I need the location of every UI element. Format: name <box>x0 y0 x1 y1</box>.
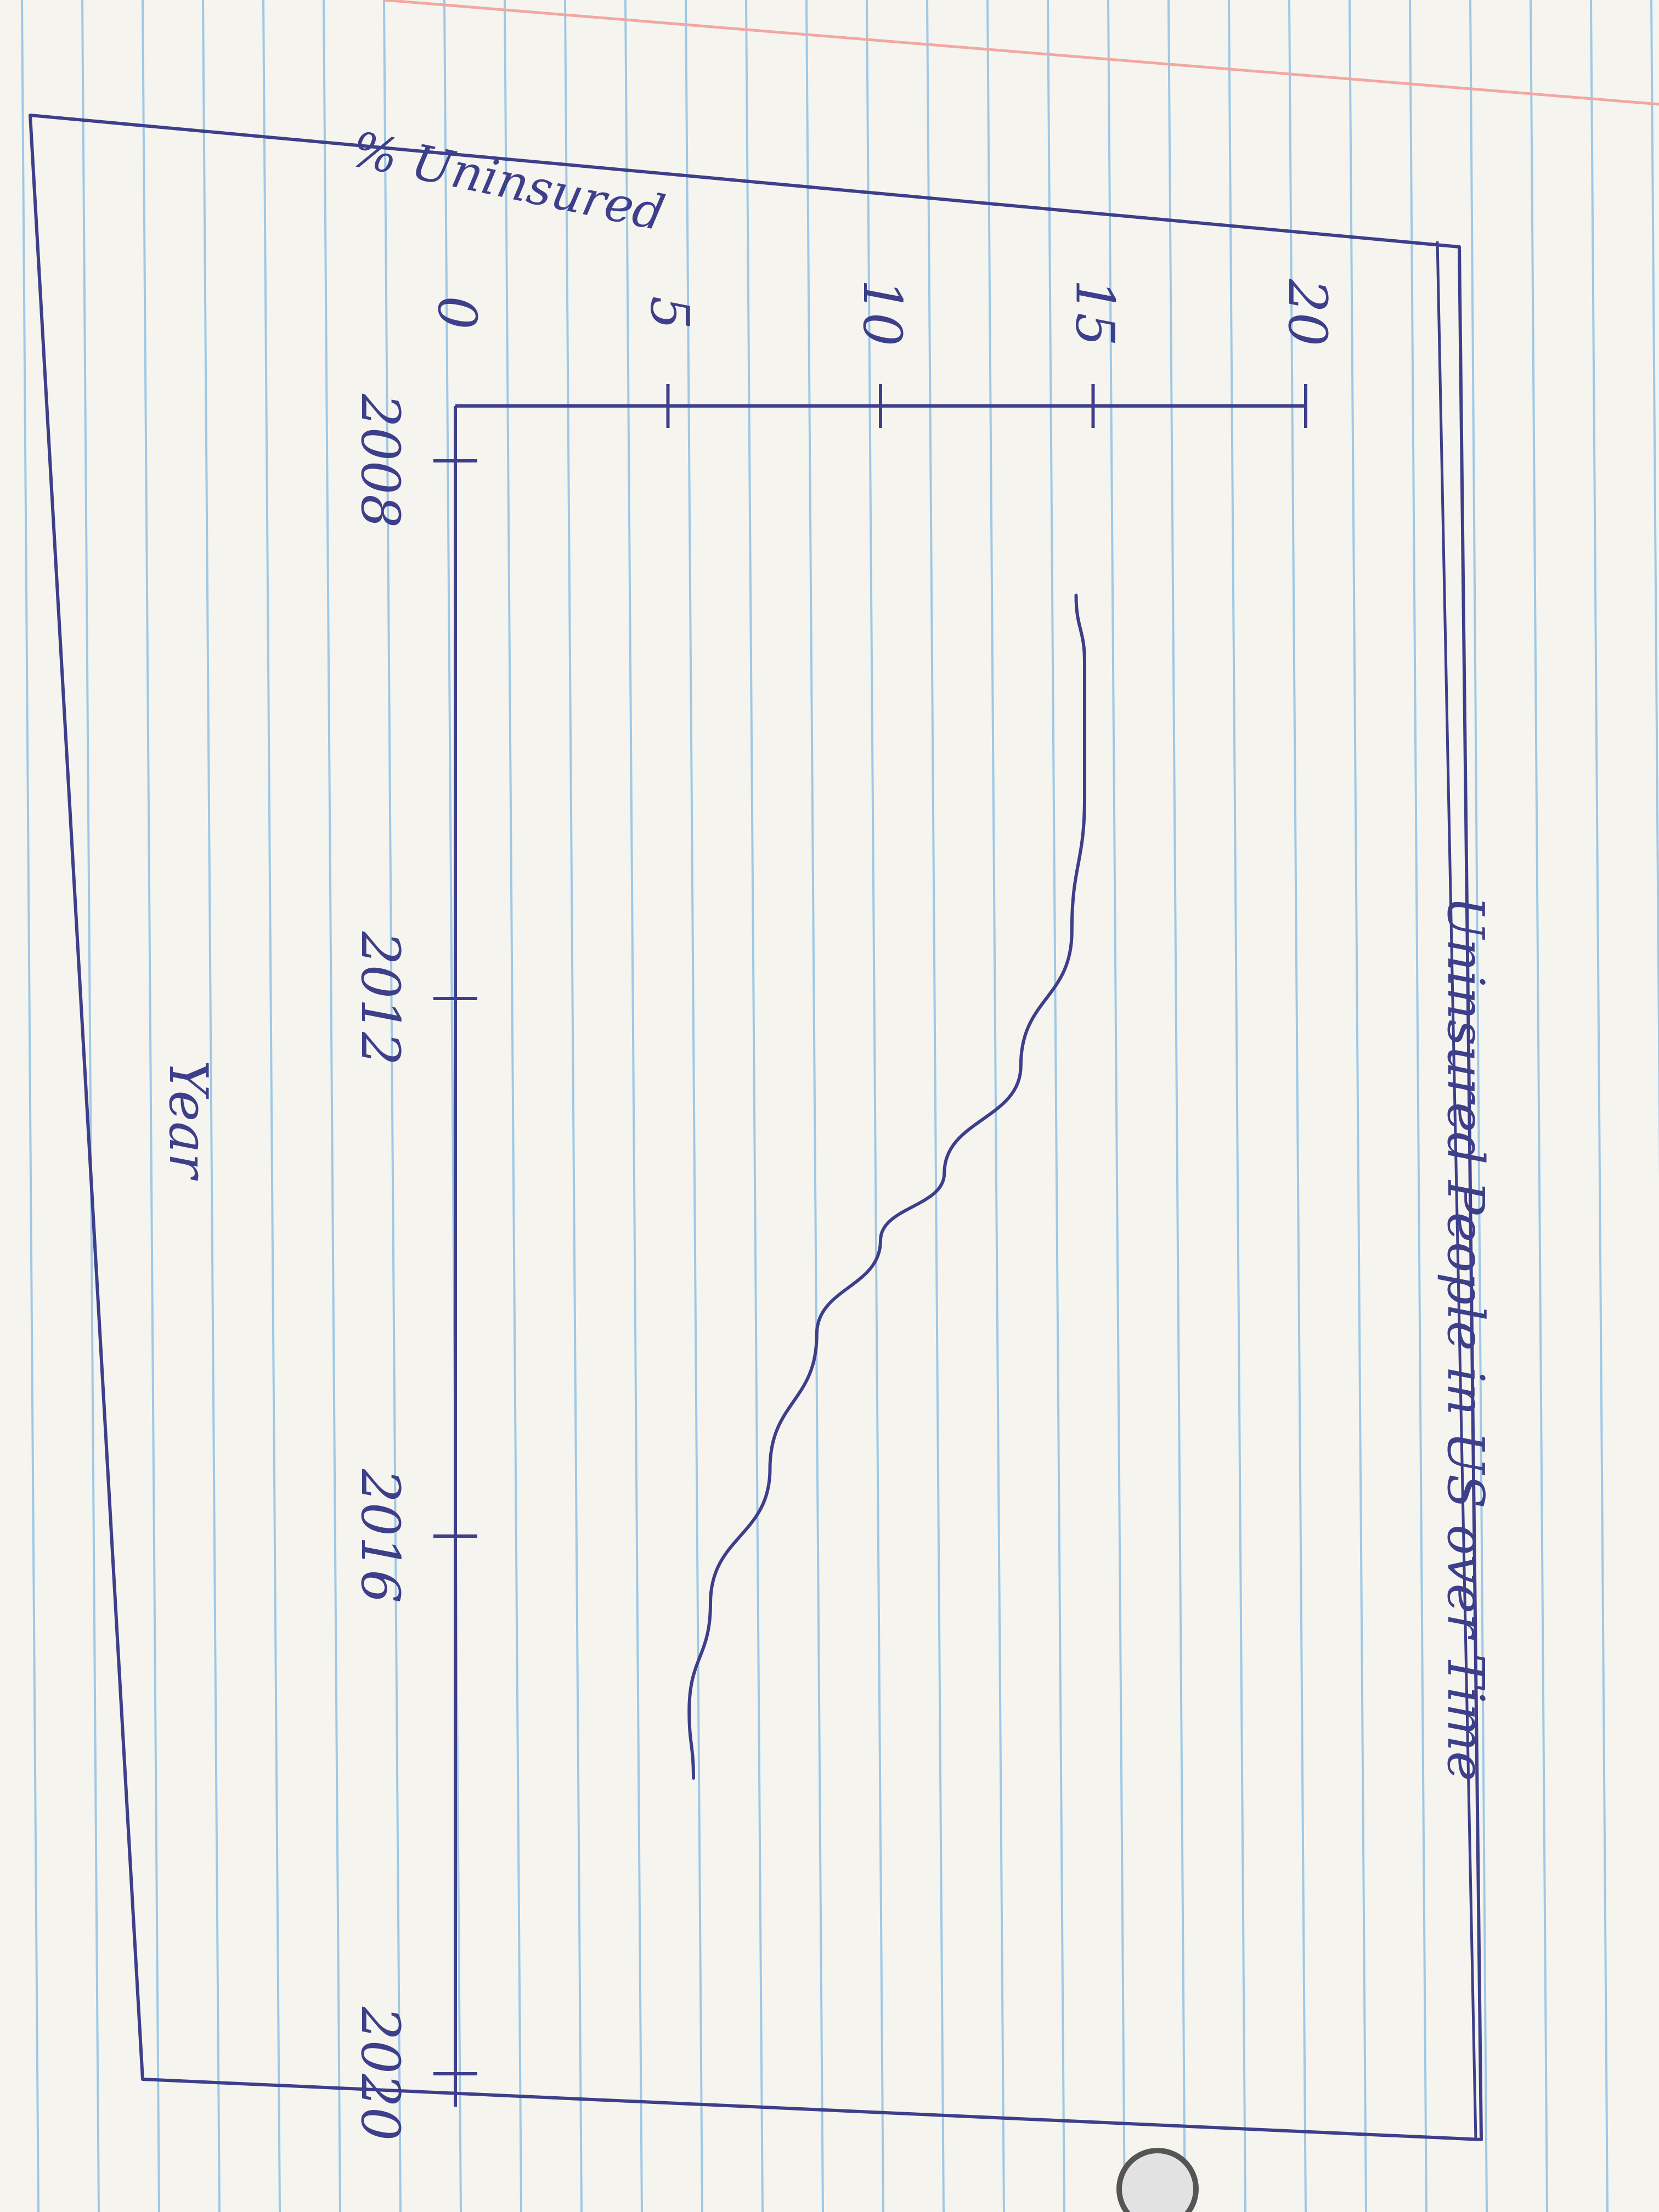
y-tick-label: 5 <box>639 296 701 329</box>
ruled-line <box>1107 0 1126 2212</box>
x-tick-label: 2012 <box>349 931 411 1065</box>
title-rule <box>1436 241 1477 2140</box>
ruled-line <box>745 0 764 2212</box>
ruled-line <box>1047 0 1065 2212</box>
ruled-line <box>1288 0 1307 2212</box>
ruled-line <box>1530 0 1548 2212</box>
ruled-line <box>21 0 40 2212</box>
ruled-line <box>202 0 221 2212</box>
ruled-line <box>1348 0 1367 2212</box>
margin-line <box>383 0 1659 106</box>
y-axis-label: % Uninsured <box>347 121 669 242</box>
x-tick-label: 2008 <box>349 393 411 528</box>
ruled-line <box>1650 0 1659 1180</box>
y-tick-label: 10 <box>851 279 913 346</box>
ruled-line <box>624 0 643 2212</box>
ruled-line <box>81 0 100 2212</box>
ruled-line <box>805 0 824 2212</box>
ruled-line <box>986 0 1005 2212</box>
ruled-line <box>926 0 945 2212</box>
y-tick-label: 15 <box>1064 279 1126 346</box>
plot-area: 2008 2012 2016 2020 0 5 10 15 20 Uninsured Peop… <box>157 279 1495 2141</box>
ruled-line <box>1167 0 1186 2212</box>
ruled-line <box>504 0 522 2212</box>
x-tick-label: 2016 <box>349 1469 411 1603</box>
ruled-line <box>1590 0 1609 2212</box>
ruled-line <box>866 0 884 2212</box>
ruled-line <box>323 0 341 2212</box>
ruled-line <box>383 0 402 2212</box>
ruled-line <box>1228 0 1246 2212</box>
ruled-line <box>262 0 281 2212</box>
binder-hole-icon <box>1116 2148 1199 2212</box>
ruled-line <box>142 0 160 2212</box>
ruled-line <box>685 0 703 2212</box>
ruled-line <box>443 0 462 2212</box>
x-axis-label: Year <box>157 1060 219 1181</box>
chart-frame <box>29 114 1483 2141</box>
series-line <box>687 594 1087 1780</box>
chart-title: Uninsured People in US over Time <box>1436 896 1495 1781</box>
y-tick-label: 0 <box>426 296 488 329</box>
ruled-line <box>1409 0 1427 2212</box>
y-tick-label: 20 <box>1277 279 1338 346</box>
ruled-line <box>564 0 583 2212</box>
ruled-line <box>1469 0 1488 2212</box>
x-tick-label: 2020 <box>349 2006 411 2141</box>
